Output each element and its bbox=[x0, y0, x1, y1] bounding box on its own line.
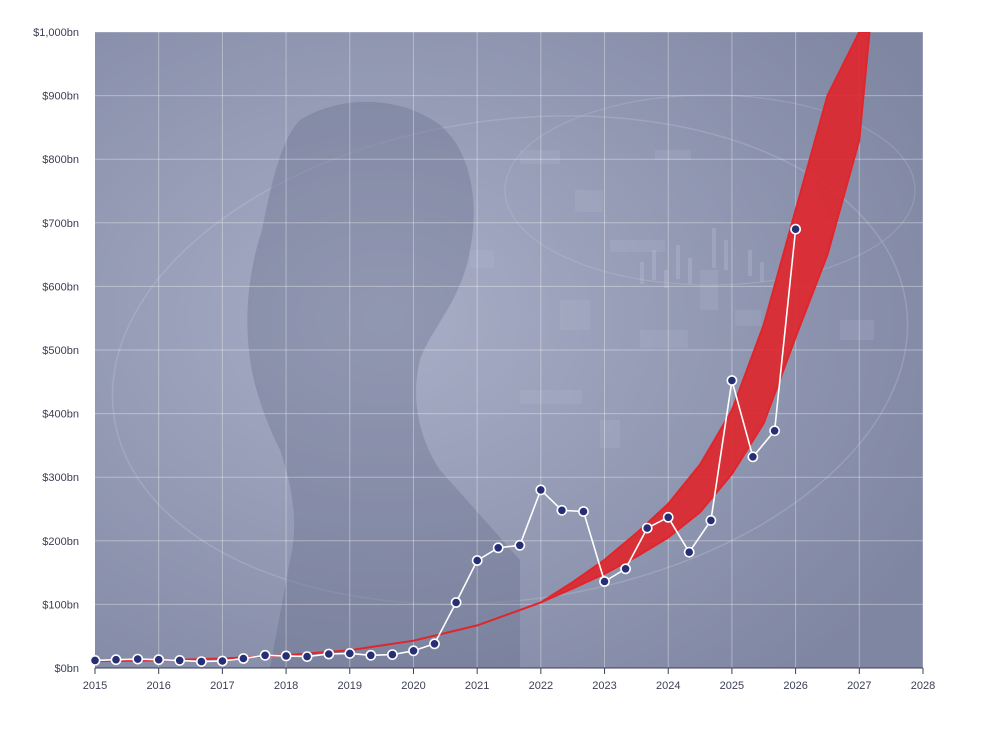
data-point bbox=[301, 651, 313, 662]
data-point bbox=[259, 649, 271, 661]
data-point bbox=[599, 576, 610, 587]
data-point bbox=[280, 650, 292, 662]
data-point bbox=[450, 597, 462, 608]
x-tick-label: 2016 bbox=[146, 680, 170, 692]
data-point bbox=[514, 539, 526, 551]
x-tick-label: 2018 bbox=[274, 680, 298, 692]
x-axis-ticks: 2015 2016 2017 2018 2019 2020 2021 2022 2023 2024… bbox=[83, 668, 935, 692]
x-tick-label: 2023 bbox=[592, 680, 616, 692]
x-tick-label: 2028 bbox=[911, 680, 935, 692]
x-tick-label: 2017 bbox=[210, 680, 234, 692]
y-tick-label: $400bn bbox=[42, 409, 79, 421]
data-point bbox=[556, 504, 568, 516]
data-point bbox=[662, 511, 674, 523]
y-tick-label: $100bn bbox=[42, 599, 79, 611]
data-point bbox=[620, 563, 631, 575]
y-tick-label: $1,000bn bbox=[33, 27, 79, 39]
y-tick-label: $200bn bbox=[42, 536, 79, 548]
data-point bbox=[195, 656, 207, 667]
data-point bbox=[705, 515, 717, 526]
data-point bbox=[471, 555, 483, 566]
data-point bbox=[365, 649, 377, 661]
data-point bbox=[429, 638, 440, 650]
data-point bbox=[237, 653, 249, 664]
x-tick-label: 2021 bbox=[465, 680, 489, 692]
trend-band bbox=[95, 32, 871, 662]
data-point bbox=[408, 645, 419, 657]
data-point bbox=[323, 648, 335, 660]
y-tick-label: $500bn bbox=[42, 345, 79, 357]
trend-band-area bbox=[95, 32, 871, 662]
y-tick-label: $700bn bbox=[42, 218, 79, 230]
data-point bbox=[386, 649, 398, 660]
portrait-silhouette bbox=[247, 101, 520, 668]
data-point bbox=[747, 451, 759, 463]
data-point bbox=[89, 655, 101, 666]
y-tick-label: $0bn bbox=[55, 663, 79, 675]
y-axis-ticks: $0bn $100bn $200bn $300bn $400bn $500bn $600bn… bbox=[33, 27, 79, 675]
data-point bbox=[535, 484, 547, 496]
x-tick-label: 2020 bbox=[401, 680, 425, 692]
data-point bbox=[110, 654, 122, 666]
x-tick-label: 2026 bbox=[783, 680, 807, 692]
data-point bbox=[578, 506, 589, 517]
data-point bbox=[641, 522, 653, 534]
x-tick-label: 2027 bbox=[847, 680, 871, 692]
data-point bbox=[344, 648, 356, 659]
data-point bbox=[132, 653, 144, 665]
series-line bbox=[94, 229, 797, 663]
y-tick-label: $800bn bbox=[42, 154, 79, 166]
y-tick-label: $900bn bbox=[42, 91, 79, 103]
data-point bbox=[769, 425, 780, 437]
data-point bbox=[174, 655, 186, 666]
series-group bbox=[89, 223, 801, 667]
data-point bbox=[153, 654, 165, 666]
grid bbox=[95, 31, 924, 668]
x-tick-label: 2022 bbox=[529, 680, 553, 692]
data-point bbox=[683, 546, 695, 558]
x-tick-label: 2024 bbox=[656, 680, 680, 692]
y-tick-label: $300bn bbox=[42, 472, 79, 484]
data-point bbox=[492, 542, 504, 554]
data-point bbox=[726, 375, 738, 386]
x-tick-label: 2025 bbox=[720, 680, 744, 692]
x-tick-label: 2019 bbox=[338, 680, 362, 692]
x-tick-label: 2015 bbox=[83, 680, 107, 692]
y-tick-label: $600bn bbox=[42, 281, 79, 293]
data-point bbox=[790, 223, 801, 235]
data-point bbox=[216, 655, 228, 667]
